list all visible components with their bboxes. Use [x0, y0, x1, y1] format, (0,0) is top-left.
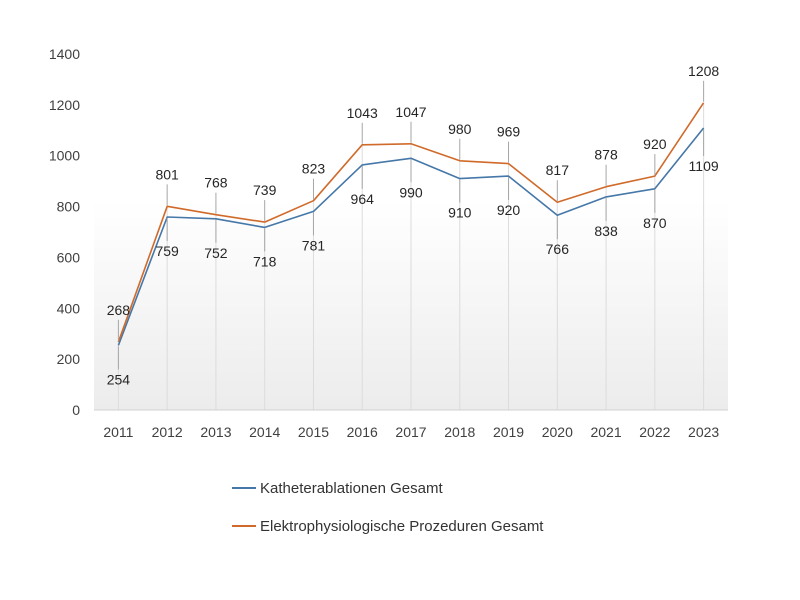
legend-label-elektrophysiologische: Elektrophysiologische Prozeduren Gesamt — [260, 517, 544, 535]
data-label-series-2: 920 — [643, 136, 667, 152]
data-label-series-2: 969 — [497, 124, 521, 140]
x-tick-label: 2019 — [493, 424, 524, 440]
data-label-series-2: 768 — [204, 175, 228, 191]
x-tick-label: 2011 — [103, 424, 133, 440]
y-tick-label: 1400 — [49, 46, 80, 62]
data-label-series-2: 739 — [253, 182, 277, 198]
data-label-series-2: 823 — [302, 161, 326, 177]
data-label-series-2: 1208 — [688, 63, 719, 79]
x-tick-label: 2012 — [152, 424, 183, 440]
data-label-series-2: 1043 — [347, 105, 378, 121]
y-tick-label: 1000 — [49, 148, 80, 164]
y-tick-label: 800 — [57, 199, 81, 215]
data-label-series-1: 718 — [253, 253, 277, 269]
data-label-series-1: 752 — [204, 245, 228, 261]
x-tick-label: 2020 — [542, 424, 573, 440]
data-label-series-2: 268 — [107, 302, 131, 318]
legend-item-elektrophysiologische: Elektrophysiologische Prozeduren Gesamt — [232, 514, 632, 538]
x-tick-label: 2014 — [249, 424, 280, 440]
x-tick-label: 2023 — [688, 424, 719, 440]
data-label-series-2: 878 — [594, 147, 618, 163]
series-line-2 — [117, 102, 705, 343]
data-label-series-1: 759 — [155, 243, 179, 259]
x-tick-label: 2015 — [298, 424, 329, 440]
x-tick-label: 2016 — [347, 424, 378, 440]
x-tick-label: 2013 — [200, 424, 231, 440]
data-label-series-1: 1109 — [689, 158, 719, 174]
y-tick-label: 1200 — [49, 97, 80, 113]
data-label-series-1: 870 — [643, 215, 667, 231]
data-label-series-2: 817 — [546, 162, 570, 178]
y-tick-label: 600 — [57, 249, 81, 265]
data-label-series-2: 801 — [155, 166, 179, 182]
x-tick-label: 2018 — [444, 424, 475, 440]
data-label-series-1: 910 — [448, 205, 472, 221]
y-tick-label: 0 — [72, 402, 80, 418]
series-line-1 — [117, 127, 705, 346]
legend-swatch-elektrophysiologische — [232, 525, 256, 527]
y-tick-label: 400 — [57, 300, 81, 316]
legend-item-katheterablationen: Katheterablationen Gesamt — [232, 476, 632, 500]
legend-swatch-katheterablationen — [232, 487, 256, 489]
data-label-series-2: 1047 — [395, 104, 426, 120]
x-tick-label: 2021 — [590, 424, 621, 440]
data-label-series-1: 964 — [351, 191, 375, 207]
data-label-series-2: 980 — [448, 121, 472, 137]
data-label-series-1: 920 — [497, 202, 521, 218]
data-label-series-1: 254 — [107, 371, 131, 387]
x-tick-label: 2022 — [639, 424, 670, 440]
y-tick-label: 200 — [57, 351, 81, 367]
data-label-series-1: 766 — [546, 241, 570, 257]
x-tick-label: 2017 — [395, 424, 426, 440]
data-label-series-1: 838 — [594, 223, 618, 239]
legend-label-katheterablationen: Katheterablationen Gesamt — [260, 479, 443, 497]
data-label-series-1: 990 — [399, 184, 423, 200]
data-label-series-1: 781 — [302, 237, 326, 253]
